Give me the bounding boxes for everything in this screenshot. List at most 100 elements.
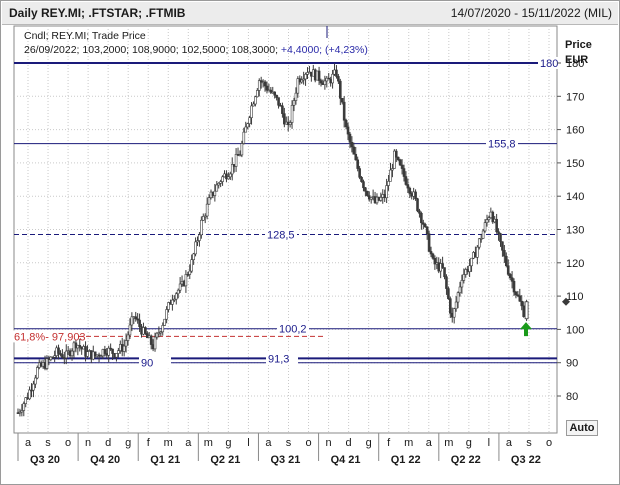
candle-body (506, 265, 510, 275)
candle-body (503, 249, 506, 257)
candle-body (144, 327, 147, 334)
candle-body (520, 300, 524, 307)
candle-body (470, 257, 473, 267)
month-tick-label: m (204, 437, 213, 449)
candle-body (362, 181, 365, 189)
candle-body (348, 133, 352, 143)
price-tick-label: 170 (566, 91, 584, 103)
up-arrow-icon (520, 322, 532, 337)
candle-body (495, 218, 498, 233)
month-tick-label: d (105, 437, 111, 449)
candle-body (335, 69, 338, 77)
month-tick-label: n (85, 437, 91, 449)
candle-body (254, 96, 257, 105)
candle-body (174, 293, 178, 300)
candle-body (203, 215, 207, 218)
candle-body (171, 299, 174, 305)
chart-title: Daily REY.MI; .FTSTAR; .FTMIB (9, 6, 186, 20)
candle-body (504, 255, 508, 267)
candle-body (317, 70, 321, 81)
candle-body (431, 253, 435, 259)
candle-body (346, 126, 350, 135)
quarter-label: Q3 20 (30, 454, 60, 466)
candle-body (277, 97, 280, 106)
candle-body (32, 383, 35, 391)
candle-body (445, 276, 448, 289)
candle-body (294, 92, 298, 101)
candle-body (339, 80, 342, 99)
quarter-label: Q2 21 (210, 454, 240, 466)
candle-body (354, 153, 358, 161)
candle-body (86, 351, 89, 357)
candle-body (350, 141, 354, 148)
price-axis-unit: EUR (565, 54, 589, 66)
legend-ohlc-values: 26/09/2022; 103,2000; 108,9000; 102,5000… (24, 44, 278, 56)
candle-body (487, 217, 491, 221)
candle-body (337, 76, 340, 82)
candle-body (342, 101, 346, 121)
candle-body (447, 288, 450, 299)
candle-body (379, 197, 383, 201)
month-tick-label: g (125, 437, 131, 449)
candle-body (402, 168, 406, 177)
candle-body (93, 351, 97, 357)
candle-body (22, 403, 26, 411)
candle-body (225, 173, 228, 180)
candle-body (396, 156, 400, 161)
candle-body (97, 354, 101, 357)
month-tick-label: a (265, 437, 272, 449)
candle-body (257, 80, 261, 91)
quarter-label: Q3 21 (270, 454, 300, 466)
candle-body (217, 182, 221, 186)
candle-body (481, 230, 485, 239)
candle-body (356, 159, 359, 169)
candle-body (449, 298, 452, 314)
candle-body (34, 377, 37, 385)
candle-body (18, 411, 22, 414)
price-axis-title: Price (565, 39, 592, 51)
candle-body (136, 318, 139, 321)
month-tick-label: o (65, 437, 71, 449)
candle-body (248, 117, 251, 124)
level-label: 61,8%- 97,903 (14, 331, 86, 343)
candle-body (512, 281, 516, 293)
candle-body (57, 347, 60, 354)
month-tick-label: g (366, 437, 372, 449)
candle-body (491, 211, 495, 223)
level-label: 155,8 (488, 139, 516, 151)
candle-body (45, 358, 49, 369)
candle-body (408, 187, 412, 194)
candle-body (522, 305, 525, 317)
candle-body (389, 169, 392, 182)
month-tick-label: s (45, 437, 51, 449)
candle-body (173, 298, 176, 301)
quarter-label: Q3 22 (511, 454, 541, 466)
candle-body (331, 73, 334, 84)
candle-body (244, 126, 248, 133)
candle-body (256, 90, 259, 98)
candle-body (452, 308, 456, 318)
candle-body (53, 355, 56, 358)
candle-body (165, 309, 168, 320)
candle-body (518, 295, 522, 302)
candle-body (420, 212, 423, 224)
candle-body (508, 274, 512, 279)
candle-body (416, 198, 419, 212)
candle-body (391, 168, 394, 171)
candle-body (128, 324, 132, 336)
candle-body (115, 353, 118, 358)
candle-body (458, 286, 462, 294)
candle-body (497, 231, 500, 234)
candle-body (167, 302, 170, 310)
candle-body (394, 150, 398, 158)
candle-body (479, 238, 483, 240)
candle-body (219, 181, 222, 184)
price-tick-label: 140 (566, 191, 584, 203)
candle-body (186, 274, 190, 276)
candle-body (205, 203, 209, 217)
candle-body (454, 301, 458, 310)
candle-body (196, 240, 199, 243)
auto-scale-button[interactable]: Auto (566, 420, 598, 436)
candle-body (149, 335, 153, 345)
